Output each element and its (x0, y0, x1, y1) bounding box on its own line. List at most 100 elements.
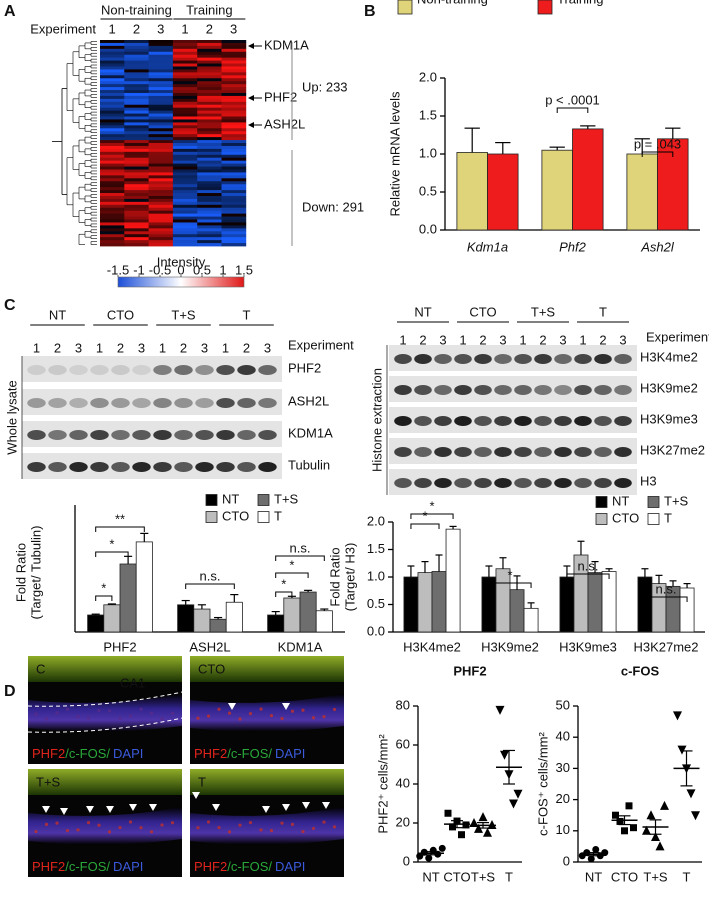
significance-bracket (95, 551, 129, 557)
heatmap-cell (197, 201, 222, 206)
cell-signal (139, 826, 143, 830)
heatmap-cell (124, 243, 149, 247)
cell-signal (238, 823, 242, 827)
significance-bracket (641, 151, 674, 157)
lane-number: 2 (54, 340, 61, 355)
cell-signal (196, 826, 200, 830)
significance-label: n.s. (200, 568, 221, 583)
data-point (438, 844, 446, 852)
heatmap-cell (124, 166, 149, 170)
significance-label: * (109, 536, 114, 551)
heatmap-cell (172, 210, 198, 215)
heatmap-cell (197, 69, 222, 73)
heatmap-cell (100, 193, 125, 197)
arrowhead (282, 804, 290, 811)
data-point (509, 799, 518, 809)
data-point (651, 832, 660, 842)
data-point (601, 849, 609, 857)
heatmap-cell (124, 131, 149, 135)
heatmap-cell (100, 178, 125, 182)
blot-row-label: KDM1A (288, 425, 333, 440)
heatmap-cell (148, 92, 174, 97)
heatmap-cell (100, 101, 125, 106)
heatmap-cell (100, 51, 125, 56)
heatmap-cell (172, 195, 198, 200)
heatmap-cell (221, 66, 247, 70)
heatmap-cell (148, 104, 174, 109)
heatmap-cell (172, 110, 198, 114)
heatmap-cell (148, 219, 174, 223)
stain-caption: PHF2/c-FOS/DAPI (194, 859, 305, 874)
chart-title: PHF2 (453, 663, 486, 678)
blot-row-label: H3K9me2 (640, 380, 698, 395)
heatmap-cell (197, 231, 222, 235)
heatmap-cell (197, 137, 222, 141)
data-point (458, 831, 465, 839)
heatmap-cell (221, 231, 247, 235)
heatmap-cell (197, 104, 222, 109)
cell-signal (290, 822, 295, 826)
heatmap-cell (172, 48, 198, 53)
arrowhead (86, 806, 94, 813)
heatmap-cell (197, 45, 222, 50)
lane-number: 1 (399, 332, 406, 347)
heatmap-cell (124, 51, 149, 56)
heatmap-cell (100, 219, 125, 223)
heatmap-cell (124, 175, 149, 179)
heatmap-cell (221, 219, 247, 223)
lane-group: CTO (107, 307, 134, 322)
lane-number: 2 (180, 340, 187, 355)
colorbar-tick-label: -0.5 (149, 262, 171, 277)
legend-label: CTO (222, 508, 249, 523)
data-point (655, 841, 665, 851)
heatmap-cell (197, 228, 222, 232)
heatmap-cell (197, 57, 222, 61)
heatmap-cell (172, 131, 198, 135)
heatmap-cell (148, 95, 174, 100)
heatmap-cell (197, 131, 222, 135)
blot-band (534, 447, 552, 457)
heatmap-cell (124, 184, 149, 188)
bar (299, 591, 317, 633)
blot-band (554, 447, 572, 457)
heatmap-cell (221, 178, 247, 182)
heatmap-cell (197, 116, 222, 120)
cell-signal (248, 821, 253, 825)
x-tick-label: T (683, 869, 691, 884)
heatmap-cell (100, 128, 125, 132)
heatmap-cell (172, 157, 198, 162)
bar (509, 589, 525, 633)
heatmap-cell (148, 137, 174, 141)
data-point (691, 811, 700, 821)
significance-label: n.s. (656, 581, 677, 596)
heatmap-cell (221, 51, 247, 56)
heatmap-cell (124, 160, 149, 164)
lane-number: 1 (222, 340, 229, 355)
blot-band (195, 430, 214, 440)
heatmap-cell (100, 78, 125, 82)
significance-bracket (275, 555, 325, 561)
data-point (434, 850, 442, 858)
heatmap-cell (197, 66, 222, 70)
blot-title: Histone extraction (369, 368, 384, 472)
blot-row-label: Tubulin (288, 457, 330, 472)
column-axis-label: Experiment (30, 21, 96, 36)
lane-number: 2 (243, 340, 250, 355)
arrowhead (322, 802, 330, 809)
x-tick-label: H3K9me2 (481, 639, 539, 654)
y-tick-label: 1.5 (419, 107, 437, 122)
heatmap-cell (221, 204, 247, 209)
y-tick-label: 40 (556, 729, 570, 744)
heatmap-cell (197, 187, 222, 191)
lane-number: 3 (138, 340, 145, 355)
stain-name: DAPI (275, 859, 305, 874)
heatmap-cell (197, 125, 222, 129)
heatmap-cell (124, 125, 149, 129)
blot-band (474, 354, 492, 364)
bar (601, 571, 617, 633)
blot-band (414, 478, 432, 488)
heatmap-cell (100, 87, 125, 91)
heatmap-cell (148, 131, 174, 135)
bar (679, 587, 695, 633)
